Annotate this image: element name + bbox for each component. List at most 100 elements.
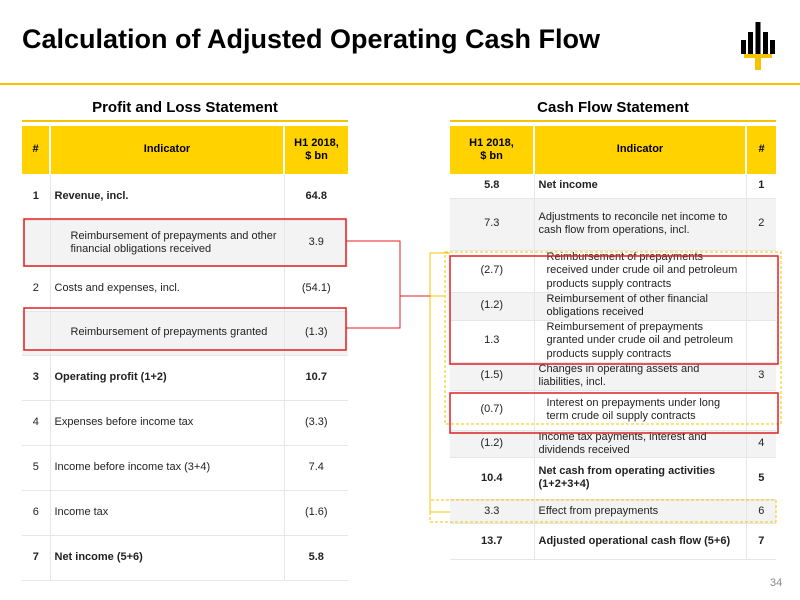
row-num: 2 bbox=[746, 198, 776, 251]
table-row: 5.8 Net income 1 bbox=[450, 174, 776, 199]
table-row: 1.3 Reimbursement of prepayments granted… bbox=[450, 320, 776, 363]
table-row: (1.2) Income tax payments, interest and … bbox=[450, 430, 776, 458]
bracket-connector bbox=[429, 499, 777, 523]
table-row: Reimbursement of prepayments granted (1.… bbox=[22, 311, 348, 356]
row-value: (1.6) bbox=[284, 490, 348, 536]
table-row: 5 Income before income tax (3+4) 7.4 bbox=[22, 445, 348, 491]
cf-header-value: H1 2018, $ bn bbox=[450, 126, 534, 174]
title-divider bbox=[0, 83, 800, 85]
row-value: (2.7) bbox=[450, 250, 534, 293]
row-value: (54.1) bbox=[284, 266, 348, 312]
row-value: 64.8 bbox=[284, 174, 348, 221]
pl-table: # Indicator H1 2018, $ bn 1 Revenue, inc… bbox=[22, 126, 348, 581]
row-indicator: Reimbursement of prepayments granted und… bbox=[533, 320, 747, 363]
row-indicator: Net income bbox=[533, 174, 747, 199]
row-indicator: Reimbursement of prepayments granted bbox=[49, 311, 285, 356]
pl-header-num: # bbox=[22, 126, 50, 174]
bracket-connector bbox=[429, 252, 450, 513]
row-num bbox=[22, 220, 50, 267]
row-value: 10.7 bbox=[284, 355, 348, 401]
row-num bbox=[746, 250, 776, 293]
table-row: 3.3 Effect from prepayments 6 bbox=[450, 499, 776, 524]
row-indicator: Operating profit (1+2) bbox=[49, 355, 285, 401]
table-row: (0.7) Interest on prepayments under long… bbox=[450, 390, 776, 431]
row-indicator: Reimbursement of other financial obligat… bbox=[533, 292, 747, 321]
cf-header-indicator: Indicator bbox=[533, 126, 747, 174]
row-value: 10.4 bbox=[450, 457, 534, 500]
row-num bbox=[22, 311, 50, 356]
pl-title-rule bbox=[22, 120, 348, 122]
row-indicator: Income tax bbox=[49, 490, 285, 536]
row-num bbox=[746, 292, 776, 321]
table-row: 1 Revenue, incl. 64.8 bbox=[22, 174, 348, 221]
page-number: 34 bbox=[770, 577, 783, 589]
row-num: 7 bbox=[746, 523, 776, 560]
row-indicator: Adjusted operational cash flow (5+6) bbox=[533, 523, 747, 560]
table-row: 6 Income tax (1.6) bbox=[22, 490, 348, 536]
table-row: 13.7 Adjusted operational cash flow (5+6… bbox=[450, 523, 776, 560]
row-value: 5.8 bbox=[284, 535, 348, 581]
row-num: 1 bbox=[22, 174, 50, 221]
row-value: 7.3 bbox=[450, 198, 534, 251]
row-indicator: Effect from prepayments bbox=[533, 499, 747, 524]
effect-bracket-box bbox=[444, 251, 782, 425]
row-indicator: Net cash from operating activities (1+2+… bbox=[533, 457, 747, 500]
row-num: 2 bbox=[22, 266, 50, 312]
cf-title-rule bbox=[450, 120, 776, 122]
row-indicator: Changes in operating assets and liabilit… bbox=[533, 362, 747, 391]
table-row: 3 Operating profit (1+2) 10.7 bbox=[22, 355, 348, 401]
pl-header-value: H1 2018, $ bn bbox=[283, 126, 348, 174]
pl-header-indicator: Indicator bbox=[49, 126, 285, 174]
row-value: (1.3) bbox=[284, 311, 348, 356]
connector-line bbox=[346, 240, 430, 297]
cf-table: H1 2018, $ bn Indicator # 5.8 Net income… bbox=[450, 126, 776, 560]
cf-section-title: Cash Flow Statement bbox=[537, 99, 689, 116]
row-value: 1.3 bbox=[450, 320, 534, 363]
row-num: 5 bbox=[746, 457, 776, 500]
row-num: 7 bbox=[22, 535, 50, 581]
row-num: 3 bbox=[746, 362, 776, 391]
table-row: 7.3 Adjustments to reconcile net income … bbox=[450, 198, 776, 251]
row-value: (1.2) bbox=[450, 430, 534, 458]
row-value: (1.5) bbox=[450, 362, 534, 391]
row-indicator: Expenses before income tax bbox=[49, 400, 285, 446]
row-value: (1.2) bbox=[450, 292, 534, 321]
row-indicator: Income tax payments, interest and divide… bbox=[533, 430, 747, 458]
highlight-box-pl-received bbox=[23, 218, 347, 267]
row-num: 5 bbox=[22, 445, 50, 491]
row-indicator: Reimbursement of prepayments and other f… bbox=[49, 220, 285, 267]
row-num: 4 bbox=[746, 430, 776, 458]
table-row: 2 Costs and expenses, incl. (54.1) bbox=[22, 266, 348, 312]
row-num: 6 bbox=[746, 499, 776, 524]
row-num: 6 bbox=[22, 490, 50, 536]
page-title: Calculation of Adjusted Operating Cash F… bbox=[22, 24, 601, 54]
row-value: 13.7 bbox=[450, 523, 534, 560]
row-value: 5.8 bbox=[450, 174, 534, 199]
row-indicator: Costs and expenses, incl. bbox=[49, 266, 285, 312]
row-num: 3 bbox=[22, 355, 50, 401]
rosneft-logo-icon bbox=[740, 18, 776, 70]
row-num bbox=[746, 320, 776, 363]
highlight-box-cf-prepayments bbox=[449, 255, 779, 365]
row-num: 1 bbox=[746, 174, 776, 199]
row-num: 4 bbox=[22, 400, 50, 446]
pl-section-title: Profit and Loss Statement bbox=[92, 99, 278, 116]
row-indicator: Revenue, incl. bbox=[49, 174, 285, 221]
table-row: 10.4 Net cash from operating activities … bbox=[450, 457, 776, 500]
row-indicator: Reimbursement of prepayments received un… bbox=[533, 250, 747, 293]
table-row: (1.2) Reimbursement of other financial o… bbox=[450, 292, 776, 321]
pl-header-row: # Indicator H1 2018, $ bn bbox=[22, 126, 348, 174]
highlight-box-cf-interest bbox=[449, 392, 779, 434]
connector-line bbox=[346, 296, 401, 329]
row-indicator: Adjustments to reconcile net income to c… bbox=[533, 198, 747, 251]
row-value: (3.3) bbox=[284, 400, 348, 446]
table-row: 4 Expenses before income tax (3.3) bbox=[22, 400, 348, 446]
row-value: 7.4 bbox=[284, 445, 348, 491]
table-row: Reimbursement of prepayments and other f… bbox=[22, 220, 348, 267]
table-row: (2.7) Reimbursement of prepayments recei… bbox=[450, 250, 776, 293]
row-value: 3.3 bbox=[450, 499, 534, 524]
cf-header-num: # bbox=[745, 126, 776, 174]
row-indicator: Net income (5+6) bbox=[49, 535, 285, 581]
cf-header-row: H1 2018, $ bn Indicator # bbox=[450, 126, 776, 174]
